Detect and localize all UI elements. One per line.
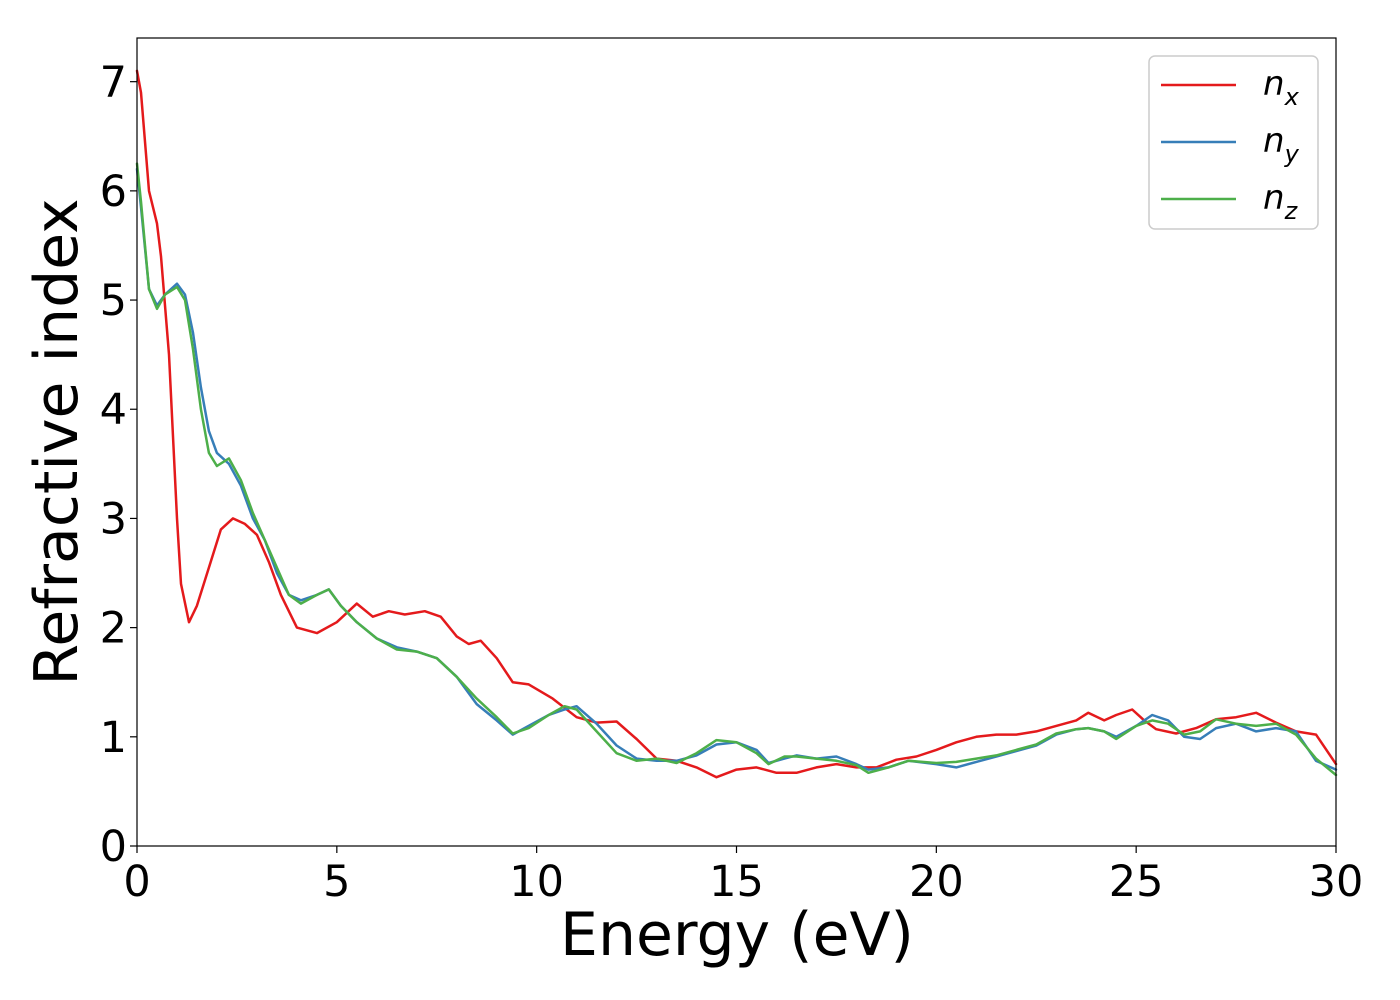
legend: nx ny nz: [1148, 55, 1319, 230]
series-line-z: [135, 162, 1338, 777]
x-tick-label: 0: [123, 857, 150, 907]
series-line-y: [135, 167, 1338, 771]
legend-label-y: ny: [1263, 121, 1300, 168]
x-tick-label: 30: [1309, 857, 1364, 907]
x-tick-label: 5: [323, 857, 350, 907]
y-axis-label: Refractive index: [22, 198, 92, 685]
y-tick-label: 3: [100, 494, 127, 544]
y-tick-label: 2: [100, 604, 127, 654]
y-tick-label: 5: [100, 276, 127, 326]
x-tick-label: 25: [1109, 857, 1164, 907]
x-tick-label: 10: [509, 857, 564, 907]
y-tick-label: 7: [100, 58, 127, 108]
y-tick-label: 4: [100, 385, 127, 435]
axes-layer: 0 5 10 15 20 25 30 0 1 2 3 4 5 6 7: [100, 37, 1364, 907]
x-tick-label: 20: [909, 857, 964, 907]
series-line-x: [135, 69, 1338, 779]
y-tick-label: 1: [100, 713, 127, 763]
x-tick-label: 15: [709, 857, 764, 907]
x-axis-label: Energy (eV): [560, 900, 914, 970]
y-tick-label: 6: [100, 167, 127, 217]
legend-label-x: nx: [1263, 64, 1300, 111]
y-tick-label: 0: [100, 822, 127, 872]
legend-label-z: nz: [1263, 178, 1299, 225]
series-layer: [135, 69, 1338, 779]
